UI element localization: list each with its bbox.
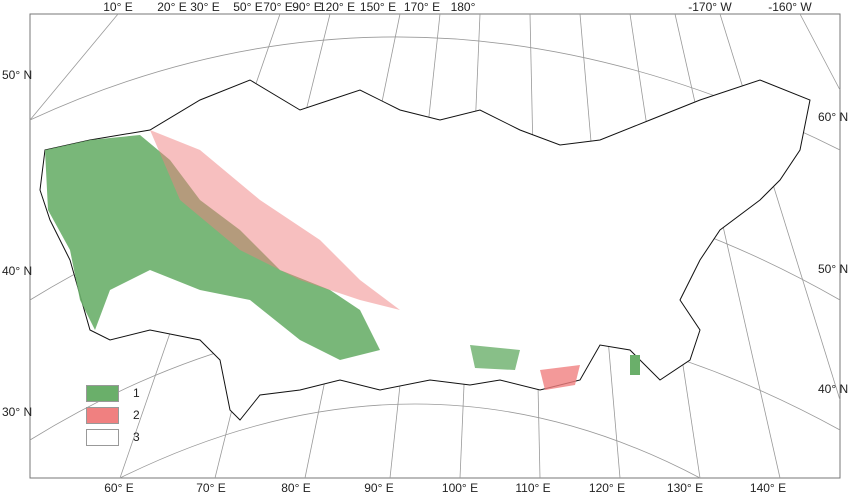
legend-item: 3 (86, 426, 140, 448)
longitude-label: 60° E (104, 481, 134, 495)
longitude-label: 50° E (233, 0, 263, 14)
legend-swatch-white (86, 428, 119, 446)
latitude-label: 30° N (2, 405, 33, 419)
longitude-label: 130° E (666, 481, 704, 495)
pink-forest-region (150, 130, 400, 310)
longitude-label: 140° E (749, 481, 787, 495)
legend-label: 2 (133, 408, 140, 422)
legend-item: 1 (86, 382, 140, 404)
longitude-label: -160° W (768, 0, 812, 14)
longitude-label: 90° E (364, 481, 394, 495)
longitude-label: 110° E (515, 481, 551, 495)
legend: 1 2 3 (86, 382, 140, 448)
longitude-label: 10° E (103, 0, 133, 14)
legend-swatch-green (86, 384, 119, 402)
pink-forest-region (540, 365, 580, 390)
longitude-label: 100° E (441, 481, 479, 495)
green-forest-region (630, 355, 640, 375)
longitude-label: 180° (450, 0, 476, 14)
longitude-label: 80° E (281, 481, 311, 495)
legend-label: 3 (133, 430, 140, 444)
longitude-label: 150° E (359, 0, 397, 14)
latitude-label: 50° N (2, 68, 33, 82)
parallel-line (119, 403, 701, 479)
legend-swatch-pink (86, 406, 119, 424)
meridian-line (674, 13, 781, 479)
longitude-label: 70° E (263, 0, 293, 14)
legend-item: 2 (86, 404, 140, 426)
country-outline (39, 79, 811, 421)
land-forest-areas (39, 79, 811, 421)
latitude-label: 60° N (818, 110, 849, 124)
longitude-label: 170° E (403, 0, 441, 14)
longitude-label: 90° E (292, 0, 322, 14)
latitude-label: 40° N (818, 382, 849, 396)
longitude-label: 120° E (318, 0, 356, 14)
latitude-label: 40° N (2, 264, 33, 278)
latitude-label: 50° N (818, 262, 849, 276)
green-forest-region (45, 135, 380, 360)
longitude-label: 70° E (196, 481, 226, 495)
longitude-label: -170° W (688, 0, 732, 14)
meridian-line (799, 13, 841, 91)
legend-label: 1 (133, 386, 140, 400)
longitude-label: 20° E (157, 0, 187, 14)
longitude-label: 120° E (588, 481, 626, 495)
meridian-line (29, 13, 119, 121)
longitude-label: 30° E (190, 0, 220, 14)
green-forest-region (470, 345, 520, 370)
meridian-line (719, 13, 841, 401)
